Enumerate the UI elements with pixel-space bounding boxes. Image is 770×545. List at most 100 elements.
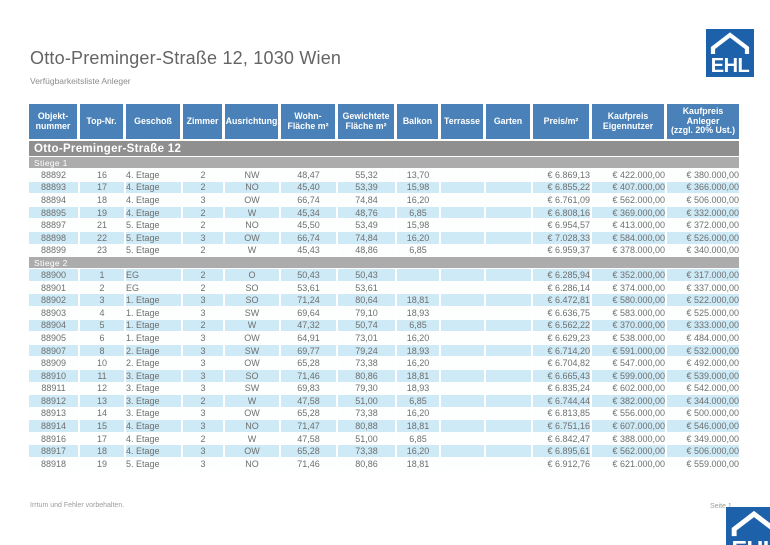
cell-top-nr: 11 [80,369,126,383]
column-header-kaufpreis-anleger: Kaufpreis Anleger (zzgl. 20% Ust.) [667,104,739,141]
cell-kaufpreis-anleger: € 366.000,00 [667,181,739,195]
cell-zimmer: 3 [183,231,225,245]
cell-top-nr: 17 [80,432,126,446]
cell-kaufpreis-anleger: € 532.000,00 [667,344,739,358]
cell-kaufpreis-eigennutzer: € 422.000,00 [592,169,667,182]
cell-geschoss: 2. Etage [126,344,183,358]
cell-balkon: 15,98 [397,181,441,195]
cell-kaufpreis-anleger: € 344.000,00 [667,395,739,408]
cell-geschoss: 5. Etage [126,244,183,258]
cell-garten [486,369,533,383]
cell-zimmer: 3 [183,369,225,383]
cell-terrasse [441,219,486,232]
cell-geschoss: 5. Etage [126,458,183,471]
cell-objektnummer: 88894 [29,194,80,207]
cell-geschoss: 4. Etage [126,169,183,182]
cell-balkon: 18,93 [397,344,441,358]
cell-ausrichtung: W [225,319,281,333]
cell-wohnflaeche: 50,43 [281,269,338,282]
cell-geschoss: 4. Etage [126,206,183,220]
cell-kaufpreis-eigennutzer: € 584.000,00 [592,231,667,245]
cell-top-nr: 2 [80,281,126,295]
cell-zimmer: 2 [183,269,225,282]
cell-balkon: 15,98 [397,219,441,232]
cell-balkon: 13,70 [397,169,441,182]
cell-garten [486,407,533,421]
cell-top-nr: 22 [80,231,126,245]
cell-kaufpreis-anleger: € 332.000,00 [667,206,739,220]
cell-geschoss: 3. Etage [126,407,183,421]
cell-balkon: 18,81 [397,420,441,433]
cell-zimmer: 2 [183,169,225,182]
cell-wohnflaeche: 66,74 [281,194,338,207]
cell-ausrichtung: OW [225,407,281,421]
cell-kaufpreis-anleger: € 372.000,00 [667,219,739,232]
cell-objektnummer: 88895 [29,206,80,220]
cell-kaufpreis-anleger: € 333.000,00 [667,319,739,333]
cell-wohnflaeche: 69,64 [281,306,338,320]
cell-geschoss: EG [126,269,183,282]
cell-terrasse [441,332,486,345]
cell-objektnummer: 88901 [29,281,80,295]
footer-disclaimer: Irrtum und Fehler vorbehalten. [30,502,125,509]
cell-kaufpreis-eigennutzer: € 352.000,00 [592,269,667,282]
building-section-bar: Otto-Preminger-Straße 12 [29,141,739,157]
cell-terrasse [441,420,486,433]
cell-top-nr: 15 [80,420,126,433]
cell-objektnummer: 88914 [29,420,80,433]
cell-wohnflaeche: 69,77 [281,344,338,358]
cell-geschoss: 1. Etage [126,306,183,320]
column-header-zimmer: Zimmer [183,104,225,141]
cell-geschoss: 4. Etage [126,181,183,195]
cell-wohnflaeche: 53,61 [281,281,338,295]
cell-ausrichtung: OW [225,194,281,207]
cell-top-nr: 17 [80,181,126,195]
cell-terrasse [441,269,486,282]
cell-top-nr: 8 [80,344,126,358]
cell-kaufpreis-eigennutzer: € 591.000,00 [592,344,667,358]
cell-preis-m2: € 6.954,57 [533,219,592,232]
cell-ausrichtung: W [225,206,281,220]
cell-preis-m2: € 6.472,81 [533,294,592,307]
cell-kaufpreis-anleger: € 317.000,00 [667,269,739,282]
cell-gewichtete-flaeche: 53,39 [338,181,397,195]
cell-gewichtete-flaeche: 73,38 [338,445,397,459]
cell-kaufpreis-anleger: € 542.000,00 [667,382,739,396]
cell-balkon [397,269,441,282]
cell-preis-m2: € 6.286,14 [533,281,592,295]
cell-top-nr: 10 [80,357,126,370]
cell-terrasse [441,369,486,383]
cell-garten [486,306,533,320]
column-header-balkon: Balkon [397,104,441,141]
table-row: 88898 22 5. Etage 3 OW 66,74 74,84 16,20 € 7.028… [29,231,739,245]
cell-preis-m2: € 6.835,24 [533,382,592,396]
cell-gewichtete-flaeche: 55,32 [338,169,397,182]
cell-balkon: 16,20 [397,445,441,459]
column-header-ausrichtung: Ausrichtung [225,104,281,141]
cell-garten [486,382,533,396]
cell-ausrichtung: NO [225,458,281,471]
cell-kaufpreis-anleger: € 526.000,00 [667,231,739,245]
cell-ausrichtung: O [225,269,281,282]
cell-geschoss: 5. Etage [126,231,183,245]
table-row: 88901 2 EG 2 SO 53,61 53,61 € 6.286,14 € 374.000… [29,281,739,295]
table-row: 88894 18 4. Etage 3 OW 66,74 74,84 16,20 € 6.761… [29,194,739,207]
cell-terrasse [441,382,486,396]
cell-preis-m2: € 6.912,76 [533,458,592,471]
cell-wohnflaeche: 47,58 [281,395,338,408]
cell-objektnummer: 88907 [29,344,80,358]
cell-wohnflaeche: 65,28 [281,407,338,421]
cell-kaufpreis-anleger: € 539.000,00 [667,369,739,383]
cell-garten [486,269,533,282]
cell-kaufpreis-eigennutzer: € 556.000,00 [592,407,667,421]
cell-top-nr: 14 [80,407,126,421]
cell-ausrichtung: NO [225,181,281,195]
cell-zimmer: 2 [183,432,225,446]
cell-terrasse [441,181,486,195]
cell-kaufpreis-anleger: € 506.000,00 [667,445,739,459]
cell-balkon: 18,81 [397,294,441,307]
cell-kaufpreis-eigennutzer: € 538.000,00 [592,332,667,345]
cell-garten [486,169,533,182]
cell-kaufpreis-eigennutzer: € 374.000,00 [592,281,667,295]
